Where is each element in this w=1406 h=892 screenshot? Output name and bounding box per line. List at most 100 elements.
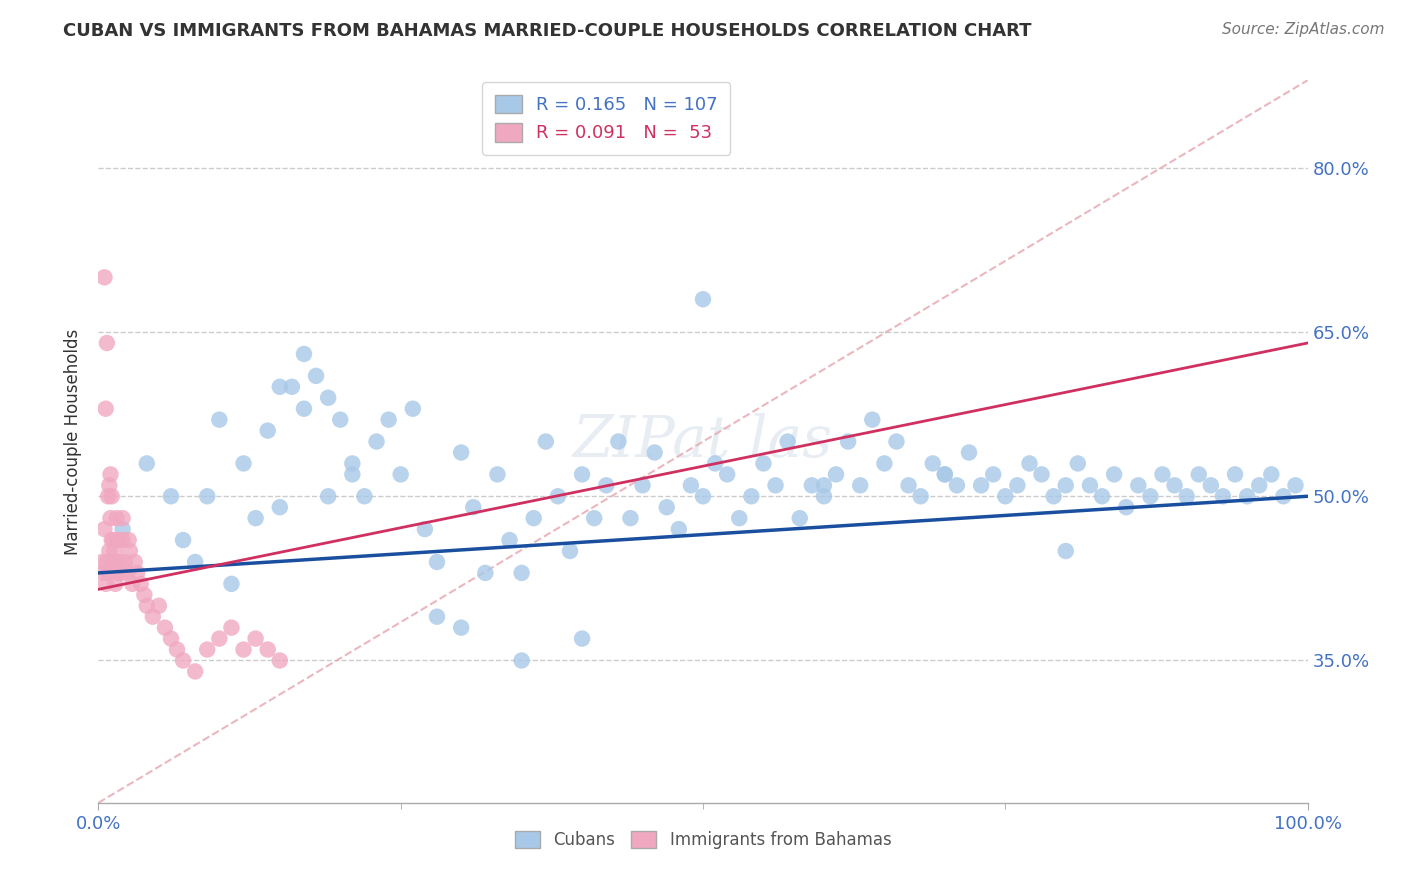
Point <box>740 489 762 503</box>
Point <box>728 511 751 525</box>
Point <box>752 457 775 471</box>
Point <box>1067 457 1090 471</box>
Point <box>135 599 157 613</box>
Point <box>644 445 666 459</box>
Point <box>305 368 328 383</box>
Point <box>765 478 787 492</box>
Point <box>124 555 146 569</box>
Point <box>631 478 654 492</box>
Point <box>221 621 243 635</box>
Point <box>148 599 170 613</box>
Point <box>221 577 243 591</box>
Point <box>886 434 908 449</box>
Point <box>1007 478 1029 492</box>
Point <box>510 653 533 667</box>
Point <box>256 642 278 657</box>
Point <box>837 434 859 449</box>
Point <box>245 511 267 525</box>
Point <box>166 642 188 657</box>
Point <box>934 467 956 482</box>
Point <box>153 621 176 635</box>
Text: CUBAN VS IMMIGRANTS FROM BAHAMAS MARRIED-COUPLE HOUSEHOLDS CORRELATION CHART: CUBAN VS IMMIGRANTS FROM BAHAMAS MARRIED… <box>63 22 1032 40</box>
Point <box>873 457 896 471</box>
Point <box>93 270 115 285</box>
Point <box>91 555 114 569</box>
Point <box>184 665 207 679</box>
Point <box>97 566 120 580</box>
Point <box>195 642 218 657</box>
Point <box>474 566 496 580</box>
Point <box>316 489 339 503</box>
Point <box>921 457 943 471</box>
Point <box>910 489 932 503</box>
Point <box>607 434 630 449</box>
Point <box>184 555 207 569</box>
Point <box>1188 467 1211 482</box>
Point <box>377 412 399 426</box>
Point <box>1042 489 1064 503</box>
Point <box>957 445 980 459</box>
Point <box>716 467 738 482</box>
Point <box>1152 467 1174 482</box>
Point <box>1212 489 1234 503</box>
Point <box>1249 478 1271 492</box>
Point <box>1031 467 1053 482</box>
Point <box>523 511 546 525</box>
Text: ZIPat las: ZIPat las <box>572 413 834 470</box>
Point <box>860 412 883 426</box>
Point <box>114 555 136 569</box>
Point <box>94 401 117 416</box>
Point <box>127 566 149 580</box>
Point <box>195 489 218 503</box>
Point <box>281 380 304 394</box>
Point <box>946 478 969 492</box>
Point <box>108 533 131 547</box>
Point <box>105 511 128 525</box>
Point <box>1199 478 1222 492</box>
Point <box>1078 478 1101 492</box>
Point <box>547 489 569 503</box>
Point <box>389 467 412 482</box>
Point <box>172 653 194 667</box>
Point <box>595 478 617 492</box>
Point <box>413 522 436 536</box>
Point <box>232 457 254 471</box>
Point <box>91 566 114 580</box>
Point <box>1091 489 1114 503</box>
Point <box>463 500 485 515</box>
Point <box>134 588 156 602</box>
Point <box>118 544 141 558</box>
Point <box>101 555 124 569</box>
Point <box>1223 467 1246 482</box>
Point <box>692 489 714 503</box>
Point <box>316 391 339 405</box>
Point <box>104 577 127 591</box>
Point <box>121 577 143 591</box>
Point <box>776 434 799 449</box>
Point <box>111 533 134 547</box>
Point <box>110 566 132 580</box>
Point <box>1054 544 1077 558</box>
Point <box>353 489 375 503</box>
Point <box>232 642 254 657</box>
Point <box>994 489 1017 503</box>
Point <box>117 566 139 580</box>
Point <box>510 566 533 580</box>
Point <box>342 467 364 482</box>
Point <box>1139 489 1161 503</box>
Point <box>142 609 165 624</box>
Point <box>934 467 956 482</box>
Point <box>172 533 194 547</box>
Point <box>1102 467 1125 482</box>
Point <box>98 478 121 492</box>
Point <box>208 412 231 426</box>
Point <box>571 467 593 482</box>
Point <box>269 500 291 515</box>
Point <box>800 478 823 492</box>
Point <box>269 653 291 667</box>
Point <box>534 434 557 449</box>
Point <box>100 467 122 482</box>
Text: Source: ZipAtlas.com: Source: ZipAtlas.com <box>1222 22 1385 37</box>
Point <box>94 577 117 591</box>
Point <box>789 511 811 525</box>
